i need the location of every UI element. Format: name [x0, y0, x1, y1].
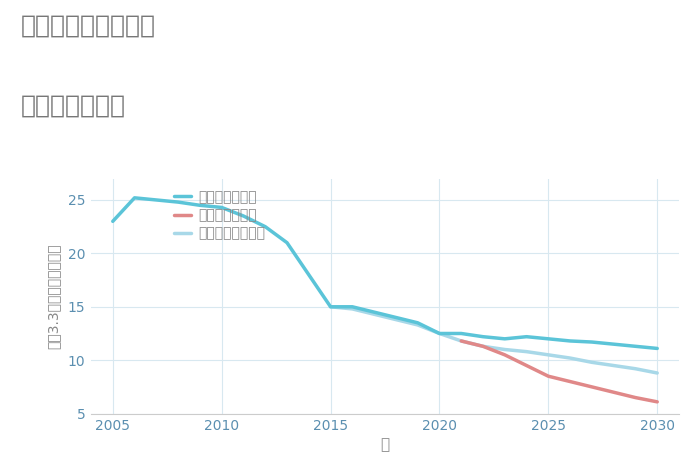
ノーマルシナリオ: [370, 312, 378, 317]
グッドシナリオ: [610, 341, 618, 347]
グッドシナリオ: [653, 345, 662, 351]
ノーマルシナリオ: [653, 370, 662, 376]
Line: バッドシナリオ: バッドシナリオ: [461, 341, 657, 402]
ノーマルシナリオ: [522, 349, 531, 354]
Legend: グッドシナリオ, バッドシナリオ, ノーマルシナリオ: グッドシナリオ, バッドシナリオ, ノーマルシナリオ: [174, 190, 265, 241]
ノーマルシナリオ: [414, 322, 422, 328]
グッドシナリオ: [261, 224, 270, 229]
バッドシナリオ: [500, 352, 509, 358]
グッドシナリオ: [566, 338, 574, 344]
グッドシナリオ: [348, 304, 356, 310]
グッドシナリオ: [152, 197, 160, 203]
Text: 土地の価格推移: 土地の価格推移: [21, 94, 126, 118]
グッドシナリオ: [218, 204, 226, 210]
グッドシナリオ: [283, 240, 291, 245]
バッドシナリオ: [457, 338, 466, 344]
グッドシナリオ: [435, 331, 444, 337]
バッドシナリオ: [522, 363, 531, 368]
バッドシナリオ: [653, 399, 662, 405]
グッドシナリオ: [304, 272, 313, 278]
バッドシナリオ: [544, 373, 552, 379]
ノーマルシナリオ: [435, 331, 444, 337]
グッドシナリオ: [544, 336, 552, 342]
ノーマルシナリオ: [457, 338, 466, 344]
グッドシナリオ: [196, 203, 204, 208]
グッドシナリオ: [631, 344, 640, 349]
グッドシナリオ: [239, 213, 248, 219]
Line: ノーマルシナリオ: ノーマルシナリオ: [330, 307, 657, 373]
ノーマルシナリオ: [566, 355, 574, 361]
グッドシナリオ: [392, 314, 400, 320]
ノーマルシナリオ: [544, 352, 552, 358]
Line: グッドシナリオ: グッドシナリオ: [113, 198, 657, 348]
バッドシナリオ: [610, 390, 618, 395]
ノーマルシナリオ: [500, 347, 509, 352]
グッドシナリオ: [479, 334, 487, 339]
バッドシナリオ: [479, 344, 487, 349]
Y-axis label: 坪（3.3㎡）単価（万円）: 坪（3.3㎡）単価（万円）: [47, 243, 61, 349]
グッドシナリオ: [500, 336, 509, 342]
グッドシナリオ: [174, 199, 182, 205]
バッドシナリオ: [566, 379, 574, 384]
グッドシナリオ: [522, 334, 531, 339]
ノーマルシナリオ: [588, 360, 596, 365]
ノーマルシナリオ: [479, 344, 487, 349]
バッドシナリオ: [588, 384, 596, 390]
グッドシナリオ: [588, 339, 596, 345]
グッドシナリオ: [457, 331, 466, 337]
グッドシナリオ: [108, 219, 117, 224]
グッドシナリオ: [130, 195, 139, 201]
ノーマルシナリオ: [392, 317, 400, 322]
ノーマルシナリオ: [326, 304, 335, 310]
ノーマルシナリオ: [348, 306, 356, 312]
X-axis label: 年: 年: [380, 437, 390, 452]
バッドシナリオ: [631, 395, 640, 400]
ノーマルシナリオ: [610, 363, 618, 368]
ノーマルシナリオ: [631, 366, 640, 372]
グッドシナリオ: [414, 320, 422, 326]
グッドシナリオ: [370, 309, 378, 315]
グッドシナリオ: [326, 304, 335, 310]
Text: 三重県伊賀市川上の: 三重県伊賀市川上の: [21, 14, 156, 38]
